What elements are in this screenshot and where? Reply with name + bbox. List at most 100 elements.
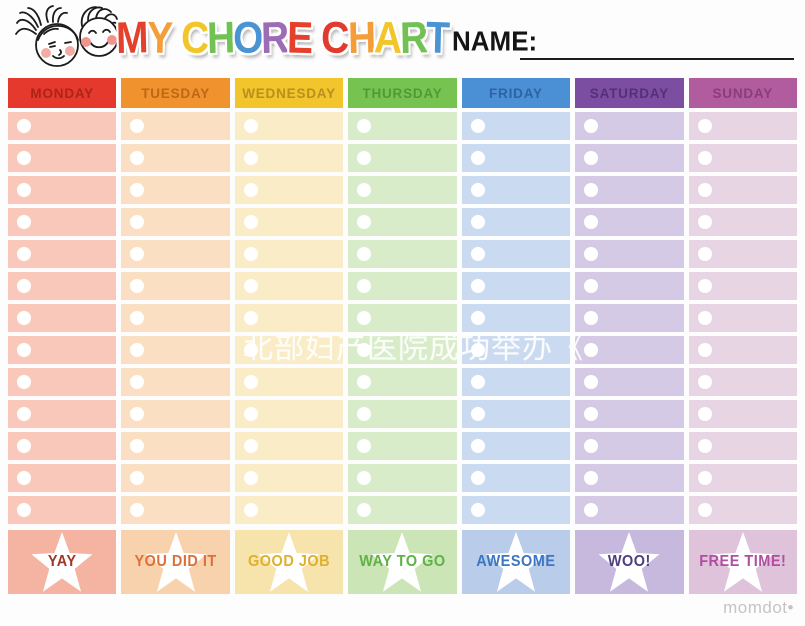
check-circle-icon[interactable] xyxy=(243,279,258,293)
chore-cell[interactable] xyxy=(8,464,117,492)
check-circle-icon[interactable] xyxy=(584,183,599,197)
check-circle-icon[interactable] xyxy=(470,247,485,261)
chore-cell[interactable] xyxy=(8,144,117,172)
chore-cell[interactable] xyxy=(121,336,230,364)
chore-cell[interactable] xyxy=(575,208,684,236)
chore-cell[interactable] xyxy=(461,112,571,140)
chore-cell[interactable] xyxy=(121,368,230,396)
chore-cell[interactable] xyxy=(575,336,684,364)
chore-cell[interactable] xyxy=(348,304,457,332)
chore-cell[interactable] xyxy=(234,464,344,492)
chore-cell[interactable] xyxy=(234,400,344,428)
chore-cell[interactable] xyxy=(234,112,344,140)
chore-cell[interactable] xyxy=(121,144,230,172)
chore-cell[interactable] xyxy=(688,464,797,492)
check-circle-icon[interactable] xyxy=(243,375,258,389)
chore-cell[interactable] xyxy=(688,368,797,396)
check-circle-icon[interactable] xyxy=(243,119,258,133)
check-circle-icon[interactable] xyxy=(470,151,485,165)
chore-cell[interactable] xyxy=(348,240,457,268)
check-circle-icon[interactable] xyxy=(697,343,712,357)
chore-cell[interactable] xyxy=(575,144,684,172)
chore-cell[interactable] xyxy=(8,400,117,428)
chore-cell[interactable] xyxy=(121,112,230,140)
check-circle-icon[interactable] xyxy=(470,183,485,197)
check-circle-icon[interactable] xyxy=(697,151,712,165)
check-circle-icon[interactable] xyxy=(470,439,485,453)
chore-cell[interactable] xyxy=(461,336,571,364)
check-circle-icon[interactable] xyxy=(17,471,31,485)
chore-cell[interactable] xyxy=(121,208,230,236)
chore-cell[interactable] xyxy=(688,304,797,332)
check-circle-icon[interactable] xyxy=(357,215,372,229)
check-circle-icon[interactable] xyxy=(357,311,372,325)
chore-cell[interactable] xyxy=(348,208,457,236)
name-fill-line[interactable] xyxy=(520,58,794,60)
check-circle-icon[interactable] xyxy=(470,407,485,421)
chore-cell[interactable] xyxy=(8,432,117,460)
chore-cell[interactable] xyxy=(575,240,684,268)
chore-cell[interactable] xyxy=(688,176,797,204)
chore-cell[interactable] xyxy=(575,464,684,492)
check-circle-icon[interactable] xyxy=(697,503,712,517)
check-circle-icon[interactable] xyxy=(357,343,372,357)
chore-cell[interactable] xyxy=(8,368,117,396)
check-circle-icon[interactable] xyxy=(130,343,145,357)
check-circle-icon[interactable] xyxy=(243,407,258,421)
check-circle-icon[interactable] xyxy=(470,375,485,389)
chore-cell[interactable] xyxy=(575,432,684,460)
check-circle-icon[interactable] xyxy=(243,151,258,165)
chore-cell[interactable] xyxy=(121,432,230,460)
check-circle-icon[interactable] xyxy=(584,311,599,325)
chore-cell[interactable] xyxy=(688,272,797,300)
check-circle-icon[interactable] xyxy=(584,119,599,133)
check-circle-icon[interactable] xyxy=(697,471,712,485)
chore-cell[interactable] xyxy=(8,112,117,140)
check-circle-icon[interactable] xyxy=(584,503,599,517)
chore-cell[interactable] xyxy=(461,432,571,460)
check-circle-icon[interactable] xyxy=(584,407,599,421)
chore-cell[interactable] xyxy=(348,336,457,364)
chore-cell[interactable] xyxy=(575,400,684,428)
chore-cell[interactable] xyxy=(461,176,571,204)
chore-cell[interactable] xyxy=(461,272,571,300)
chore-cell[interactable] xyxy=(688,208,797,236)
check-circle-icon[interactable] xyxy=(357,407,372,421)
chore-cell[interactable] xyxy=(575,272,684,300)
check-circle-icon[interactable] xyxy=(470,471,485,485)
check-circle-icon[interactable] xyxy=(17,119,31,133)
check-circle-icon[interactable] xyxy=(697,279,712,293)
check-circle-icon[interactable] xyxy=(470,119,485,133)
check-circle-icon[interactable] xyxy=(17,375,31,389)
chore-cell[interactable] xyxy=(348,112,457,140)
check-circle-icon[interactable] xyxy=(584,375,599,389)
chore-cell[interactable] xyxy=(688,240,797,268)
check-circle-icon[interactable] xyxy=(243,215,258,229)
check-circle-icon[interactable] xyxy=(243,439,258,453)
check-circle-icon[interactable] xyxy=(17,215,31,229)
chore-cell[interactable] xyxy=(8,272,117,300)
chore-cell[interactable] xyxy=(575,176,684,204)
chore-cell[interactable] xyxy=(121,176,230,204)
check-circle-icon[interactable] xyxy=(357,279,372,293)
check-circle-icon[interactable] xyxy=(357,151,372,165)
check-circle-icon[interactable] xyxy=(697,311,712,325)
chore-cell[interactable] xyxy=(575,368,684,396)
check-circle-icon[interactable] xyxy=(357,247,372,261)
chore-cell[interactable] xyxy=(461,240,571,268)
chore-cell[interactable] xyxy=(8,240,117,268)
chore-cell[interactable] xyxy=(234,496,344,524)
chore-cell[interactable] xyxy=(8,176,117,204)
check-circle-icon[interactable] xyxy=(584,471,599,485)
check-circle-icon[interactable] xyxy=(584,439,599,453)
check-circle-icon[interactable] xyxy=(584,279,599,293)
chore-cell[interactable] xyxy=(575,112,684,140)
check-circle-icon[interactable] xyxy=(697,215,712,229)
chore-cell[interactable] xyxy=(688,400,797,428)
check-circle-icon[interactable] xyxy=(357,375,372,389)
chore-cell[interactable] xyxy=(461,464,571,492)
check-circle-icon[interactable] xyxy=(470,503,485,517)
chore-cell[interactable] xyxy=(234,144,344,172)
check-circle-icon[interactable] xyxy=(130,503,145,517)
chore-cell[interactable] xyxy=(8,496,117,524)
